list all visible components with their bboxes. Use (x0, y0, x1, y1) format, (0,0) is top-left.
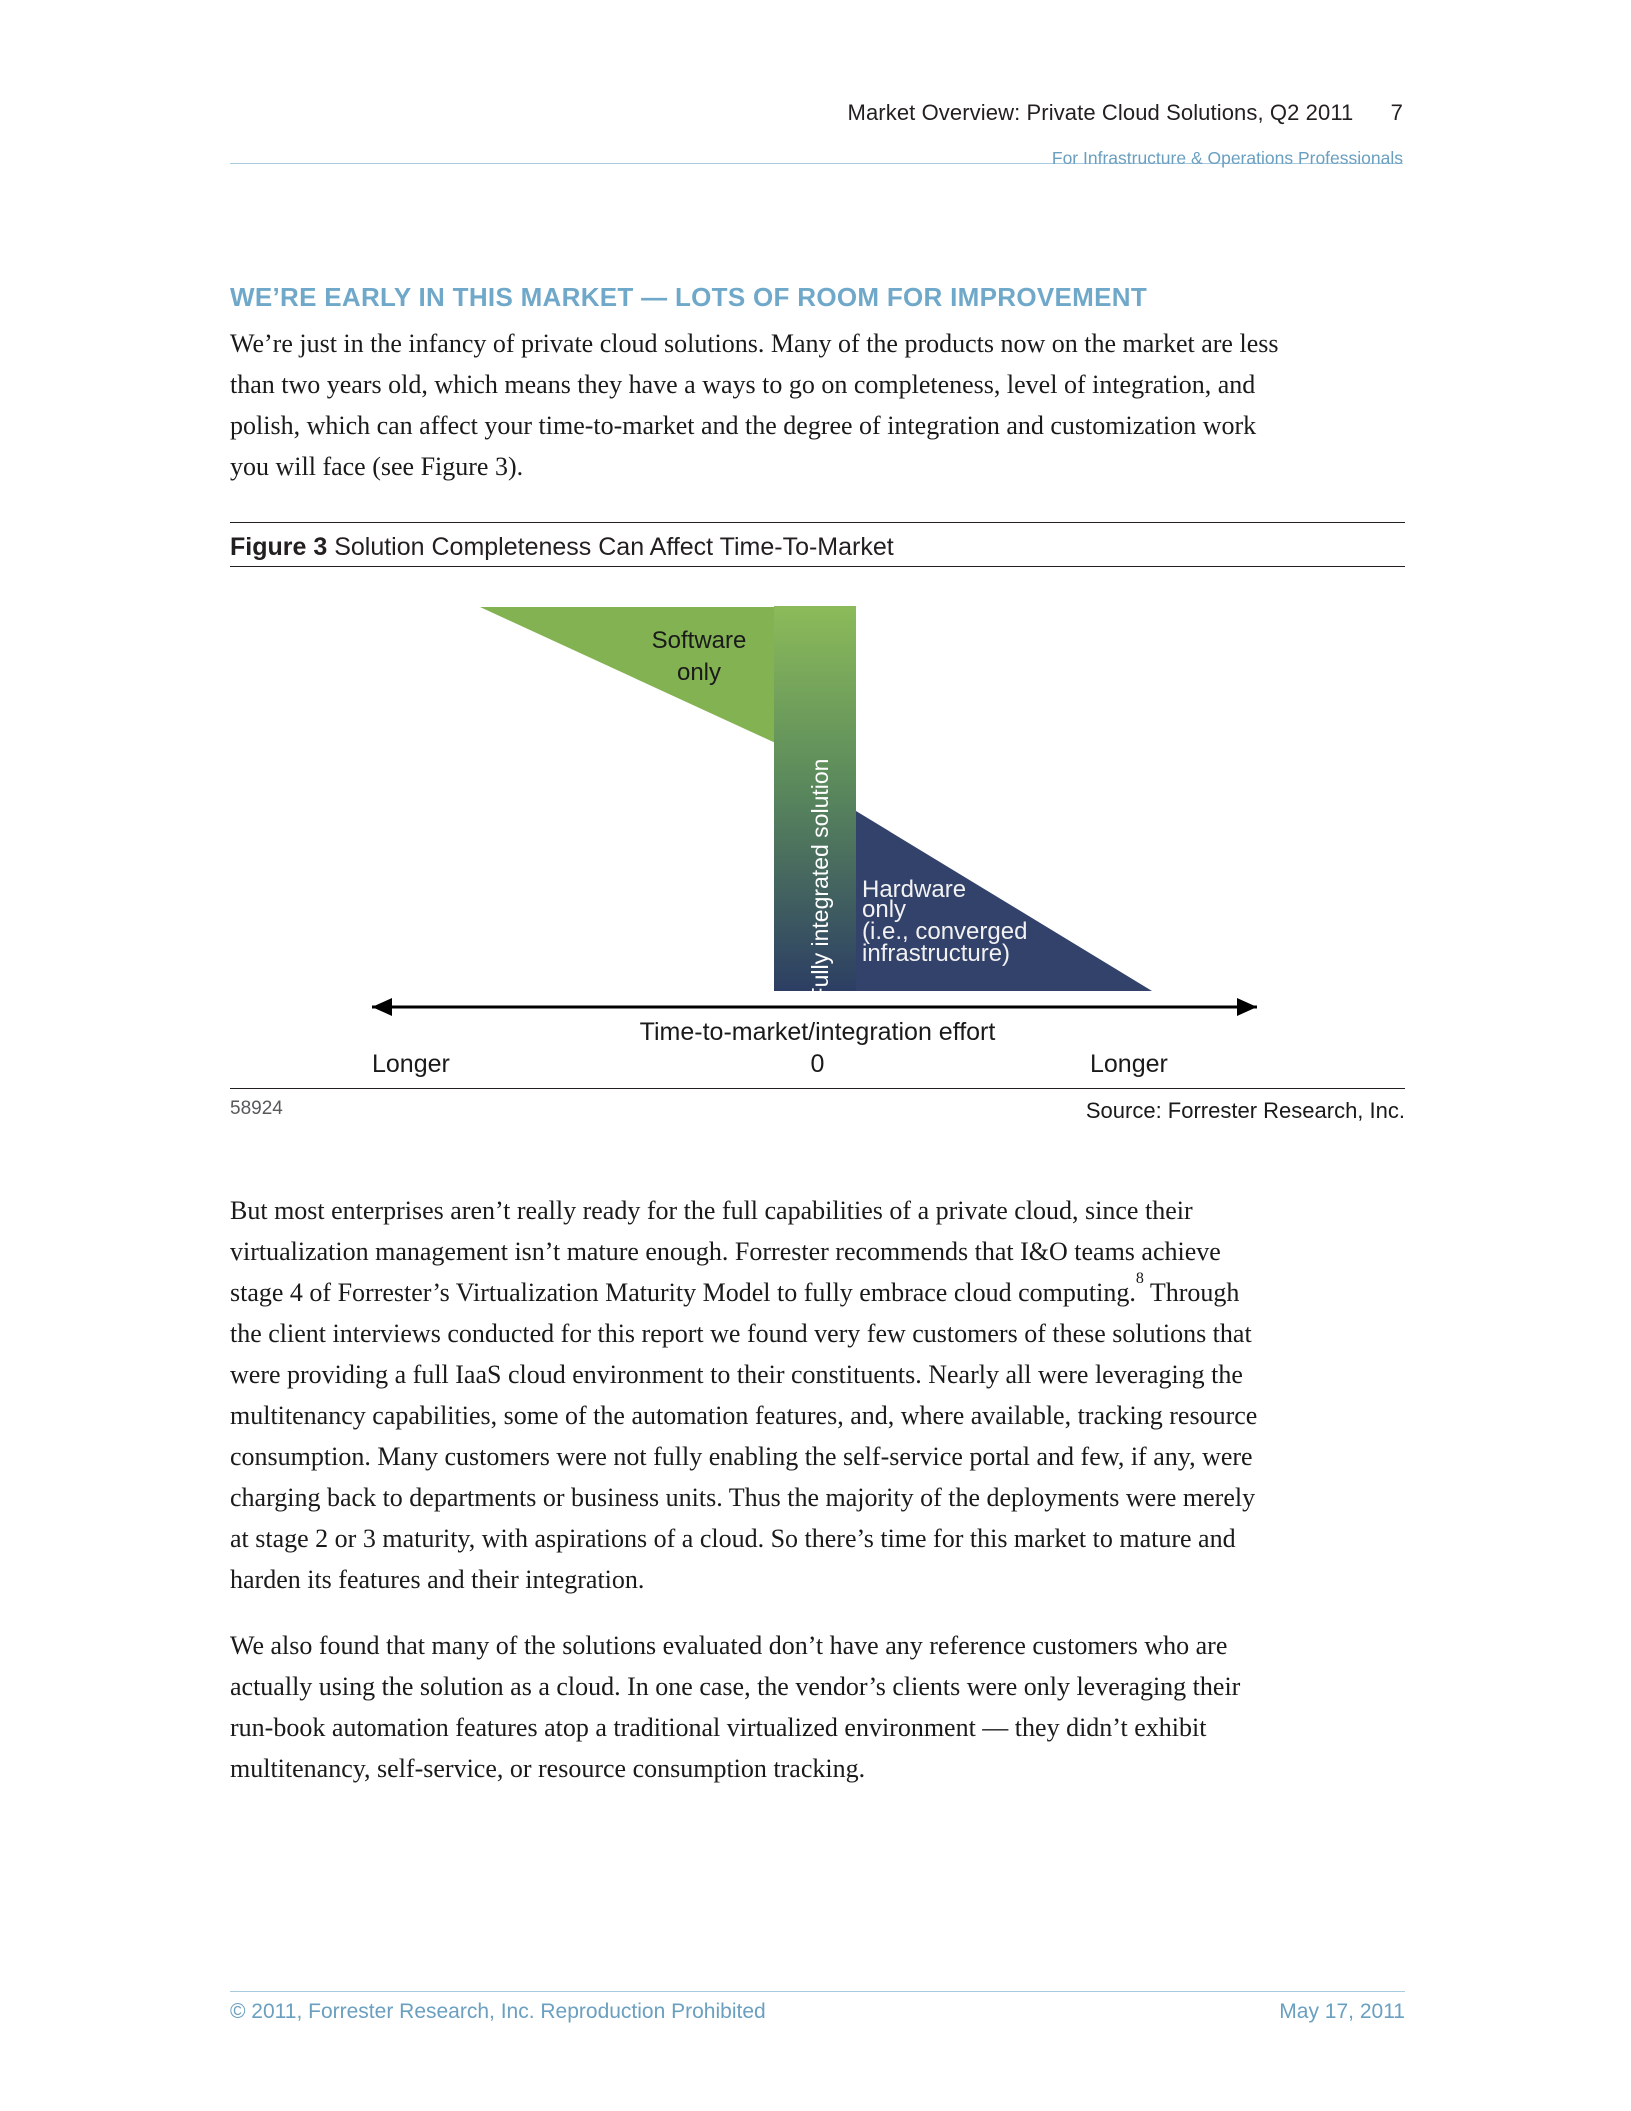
svg-text:Fully integrated solution: Fully integrated solution (807, 759, 833, 1002)
svg-text:Software: Software (652, 627, 747, 654)
svg-text:infrastructure): infrastructure) (862, 940, 1010, 967)
svg-text:only: only (677, 659, 721, 686)
